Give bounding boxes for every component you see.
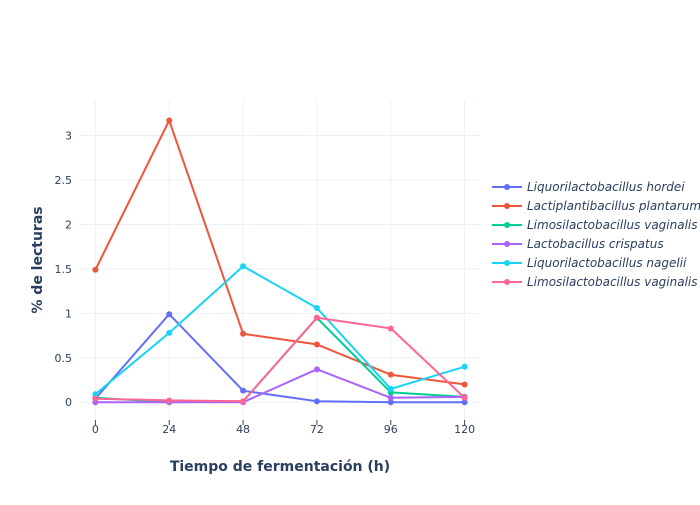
legend-label: Liquorilactobacillus nagelii bbox=[527, 256, 687, 270]
series-4 bbox=[92, 263, 468, 398]
x-tick-label: 72 bbox=[310, 423, 324, 436]
y-tick-label: 1.5 bbox=[55, 263, 73, 276]
series-line bbox=[94, 265, 465, 395]
legend-item[interactable]: Liquorilactobacillus nagelii bbox=[492, 256, 687, 270]
data-point[interactable] bbox=[240, 387, 247, 394]
y-tick-label: 3 bbox=[65, 130, 72, 143]
data-point[interactable] bbox=[313, 398, 320, 405]
x-tick-label: 96 bbox=[384, 423, 398, 436]
series-5 bbox=[92, 314, 468, 405]
legend-item[interactable]: Limosilactobacillus vaginalis bbox=[492, 218, 698, 232]
y-tick-label: 1 bbox=[65, 307, 72, 320]
data-point[interactable] bbox=[240, 398, 247, 405]
series-1 bbox=[92, 117, 468, 388]
data-point[interactable] bbox=[92, 391, 99, 398]
grid bbox=[80, 100, 480, 420]
y-axis: 0 0.5 1 1.5 2 2.5 3 bbox=[55, 130, 73, 410]
data-point[interactable] bbox=[461, 399, 468, 406]
series-line bbox=[95, 316, 466, 403]
legend[interactable]: Liquorilactobacillus hordei Lactiplantiba… bbox=[492, 180, 700, 289]
legend-label: Liquorilactobacillus hordei bbox=[527, 180, 685, 194]
series-line bbox=[94, 119, 465, 386]
y-tick-label: 0.5 bbox=[55, 352, 73, 365]
legend-item[interactable]: Lactobacillus crispatus bbox=[492, 237, 664, 251]
data-point[interactable] bbox=[387, 399, 394, 406]
data-point[interactable] bbox=[240, 330, 247, 337]
data-point[interactable] bbox=[92, 266, 99, 273]
legend-item[interactable]: Lactiplantibacillus plantarum bbox=[492, 199, 700, 213]
plot-area bbox=[92, 117, 468, 406]
data-point[interactable] bbox=[387, 325, 394, 332]
x-tick-label: 24 bbox=[162, 423, 176, 436]
data-point[interactable] bbox=[92, 395, 99, 402]
legend-swatch-marker bbox=[504, 241, 510, 247]
legend-item[interactable]: Liquorilactobacillus hordei bbox=[492, 180, 685, 194]
legend-label: Lactobacillus crispatus bbox=[527, 237, 664, 251]
data-point[interactable] bbox=[387, 394, 394, 401]
data-point[interactable] bbox=[461, 363, 468, 370]
data-point[interactable] bbox=[387, 371, 394, 378]
legend-swatch-marker bbox=[504, 203, 510, 209]
legend-swatch-marker bbox=[504, 260, 510, 266]
legend-label: Limosilactobacillus vaginalis bbox=[527, 218, 698, 232]
x-axis: 0 24 48 72 96 120 bbox=[92, 420, 475, 436]
data-point[interactable] bbox=[387, 385, 394, 392]
data-point[interactable] bbox=[313, 314, 320, 321]
data-point[interactable] bbox=[313, 305, 320, 311]
data-point[interactable] bbox=[313, 366, 320, 373]
data-point[interactable] bbox=[166, 397, 173, 404]
legend-label: Limosilactobacillus vaginalis bbox=[527, 275, 698, 289]
data-point[interactable] bbox=[166, 311, 173, 318]
x-tick-label: 48 bbox=[236, 423, 250, 436]
legend-swatch-marker bbox=[504, 222, 510, 228]
data-point[interactable] bbox=[461, 394, 468, 401]
y-tick-label: 2.5 bbox=[55, 174, 73, 187]
series-line bbox=[95, 368, 465, 404]
y-axis-title: % de lecturas bbox=[30, 206, 46, 313]
x-tick-label: 120 bbox=[454, 423, 475, 436]
legend-swatch-marker bbox=[504, 184, 510, 190]
data-point[interactable] bbox=[461, 381, 468, 388]
x-axis-title: Tiempo de fermentación (h) bbox=[170, 459, 390, 475]
legend-label: Lactiplantibacillus plantarum bbox=[527, 199, 700, 213]
legend-item[interactable]: Limosilactobacillus vaginalis bbox=[492, 275, 698, 289]
data-point[interactable] bbox=[166, 329, 173, 336]
series-0 bbox=[92, 311, 468, 406]
legend-swatch-marker bbox=[504, 279, 510, 285]
y-tick-label: 2 bbox=[65, 218, 72, 231]
x-tick-label: 0 bbox=[92, 423, 99, 436]
y-tick-label: 0 bbox=[65, 396, 72, 409]
data-point[interactable] bbox=[313, 341, 320, 348]
series-line bbox=[94, 313, 465, 404]
data-point[interactable] bbox=[166, 117, 173, 124]
data-point[interactable] bbox=[240, 263, 247, 270]
